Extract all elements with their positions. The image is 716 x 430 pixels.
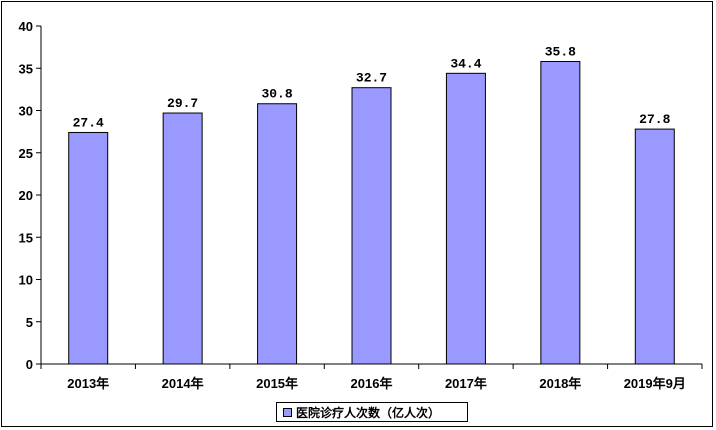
data-label: 29.7 [167, 96, 198, 111]
data-label: 32.7 [356, 71, 387, 86]
bar [445, 72, 486, 365]
x-tick-label: 2017年 [445, 376, 487, 391]
x-tick-label: 2018年 [539, 376, 581, 391]
data-labels: 27.4 29.7 30.8 32.7 34.4 35.8 27.8 [73, 44, 671, 130]
data-label: 35.8 [545, 44, 576, 59]
data-label: 27.8 [639, 112, 670, 127]
x-tick-label: 2014年 [162, 376, 204, 391]
y-tick-label: 25 [19, 146, 33, 161]
legend-swatch [283, 407, 292, 417]
bar [351, 87, 392, 365]
y-tick-label: 10 [19, 273, 33, 288]
data-label: 34.4 [450, 56, 481, 71]
y-tick-label: 15 [19, 230, 33, 245]
legend: 医院诊疗人次数（亿人次） [276, 402, 468, 422]
x-tick-label: 2016年 [351, 376, 393, 391]
y-tick-label: 0 [26, 357, 33, 372]
legend-label: 医院诊疗人次数（亿人次） [296, 405, 441, 420]
y-tick-label: 35 [19, 61, 33, 76]
x-axis: 2013年 2014年 2015年 2016年 2017年 2018年 2019年9月 [40, 364, 703, 391]
bar [634, 128, 675, 365]
y-tick-label: 30 [19, 104, 33, 119]
y-tick-label: 5 [26, 315, 33, 330]
y-tick-label: 20 [19, 188, 33, 203]
x-tick-label: 2015年 [256, 376, 298, 391]
x-tick-label: 2019年9月 [624, 376, 686, 391]
y-tick-label: 40 [19, 19, 33, 34]
bar [257, 103, 298, 365]
bar [68, 131, 109, 365]
data-label: 27.4 [73, 115, 104, 130]
bar [162, 112, 203, 365]
bar [540, 60, 581, 365]
bar-series [68, 60, 675, 365]
x-tick-label: 2013年 [67, 376, 109, 391]
data-label: 30.8 [261, 87, 292, 102]
y-axis: 0 5 10 15 20 25 30 35 40 [19, 19, 41, 372]
